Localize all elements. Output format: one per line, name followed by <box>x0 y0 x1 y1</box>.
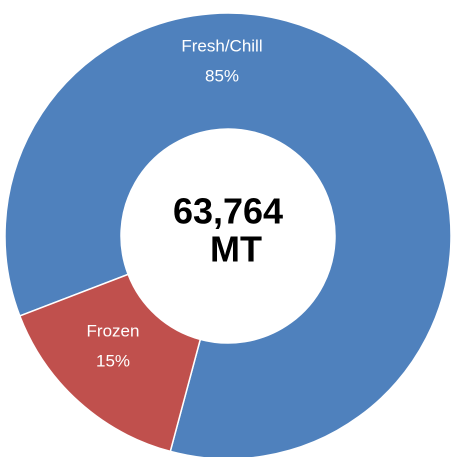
center-unit: MT <box>210 229 262 270</box>
slice <box>18 273 202 453</box>
slice <box>4 12 452 457</box>
labels: Fresh/Chill 85% Frozen 15% <box>87 36 263 370</box>
slice-category: Fresh/Chill <box>181 36 262 55</box>
slice-value: 15% <box>96 351 130 370</box>
center-value: 63,764 <box>173 191 283 232</box>
slices <box>4 12 452 457</box>
slice-value: 85% <box>205 66 239 85</box>
slice-category: Frozen <box>87 321 140 340</box>
